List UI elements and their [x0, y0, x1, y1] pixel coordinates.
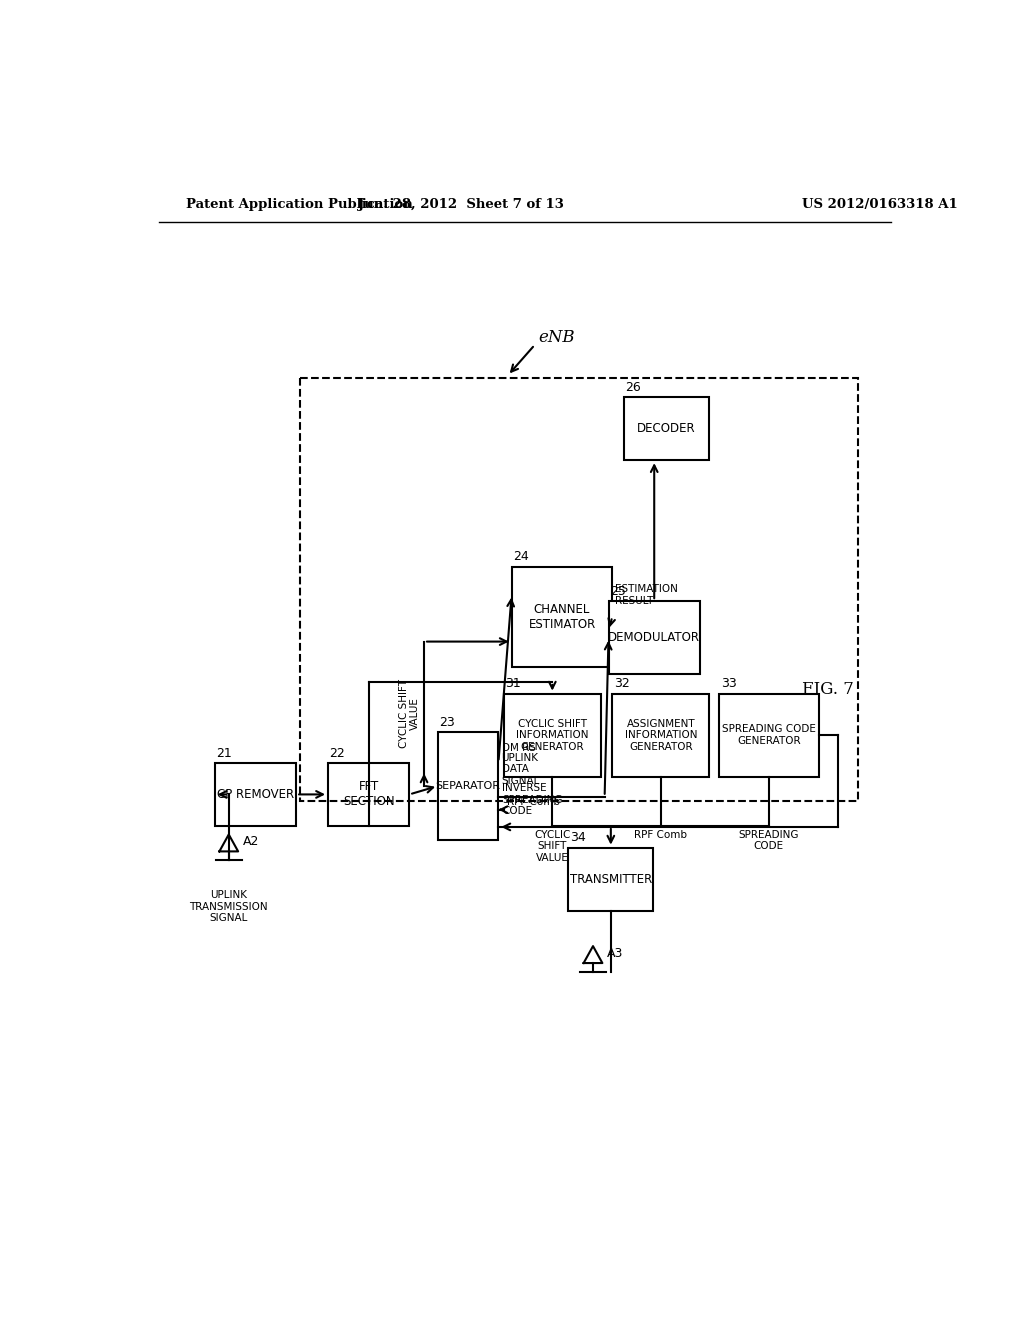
Bar: [438, 733, 499, 840]
Text: Jun. 28, 2012  Sheet 7 of 13: Jun. 28, 2012 Sheet 7 of 13: [358, 198, 564, 211]
Text: DM RS: DM RS: [502, 743, 536, 754]
Text: SPREADING
CODE: SPREADING CODE: [738, 830, 799, 851]
Text: 26: 26: [626, 381, 641, 393]
Text: RPF Comb: RPF Comb: [634, 830, 687, 840]
Text: 25: 25: [610, 585, 626, 598]
Bar: [719, 693, 818, 776]
Text: CP REMOVER: CP REMOVER: [217, 788, 294, 801]
Text: FFT
SECTION: FFT SECTION: [343, 780, 394, 808]
Text: 32: 32: [614, 677, 630, 690]
Text: UPLINK
TRANSMISSION
SIGNAL: UPLINK TRANSMISSION SIGNAL: [189, 890, 268, 923]
Text: 23: 23: [439, 715, 456, 729]
Text: A2: A2: [243, 836, 259, 849]
Text: 34: 34: [569, 832, 586, 845]
Text: TRANSMITTER: TRANSMITTER: [569, 873, 652, 886]
Text: CYCLIC
SHIFT
VALUE: CYCLIC SHIFT VALUE: [535, 830, 570, 863]
Text: 33: 33: [721, 677, 736, 690]
Text: US 2012/0163318 A1: US 2012/0163318 A1: [802, 198, 958, 211]
Text: ASSIGNMENT
INFORMATION
GENERATOR: ASSIGNMENT INFORMATION GENERATOR: [625, 718, 697, 751]
Bar: [504, 693, 601, 776]
Text: eNB: eNB: [539, 329, 575, 346]
Text: CYCLIC SHIFT
INFORMATION
GENERATOR: CYCLIC SHIFT INFORMATION GENERATOR: [516, 718, 589, 751]
Text: INVERSE
SPREADING
CODE: INVERSE SPREADING CODE: [503, 783, 563, 816]
Text: A3: A3: [607, 946, 624, 960]
Text: DEMODULATOR: DEMODULATOR: [608, 631, 700, 644]
Text: CHANNEL
ESTIMATOR: CHANNEL ESTIMATOR: [528, 602, 596, 631]
Bar: [612, 693, 710, 776]
Bar: [624, 397, 710, 461]
Bar: [300, 378, 858, 801]
Text: SEPARATOR: SEPARATOR: [436, 781, 501, 791]
Text: 31: 31: [506, 677, 521, 690]
Text: 24: 24: [513, 550, 529, 564]
Text: RPF Comb: RPF Comb: [507, 796, 560, 807]
Text: 21: 21: [216, 747, 232, 760]
Text: Patent Application Publication: Patent Application Publication: [186, 198, 413, 211]
Bar: [568, 847, 653, 911]
Text: SPREADING CODE
GENERATOR: SPREADING CODE GENERATOR: [722, 725, 816, 746]
Bar: [328, 763, 410, 826]
Text: 22: 22: [330, 747, 345, 760]
Text: UPLINK
DATA
SIGNAL: UPLINK DATA SIGNAL: [502, 752, 540, 785]
Text: DECODER: DECODER: [637, 422, 696, 436]
Bar: [608, 601, 700, 675]
Text: FIG. 7: FIG. 7: [802, 681, 854, 697]
Bar: [215, 763, 296, 826]
Text: CYCLIC SHIFT
VALUE: CYCLIC SHIFT VALUE: [398, 680, 420, 748]
Text: ESTIMATION
RESULT: ESTIMATION RESULT: [614, 585, 678, 606]
Bar: [512, 566, 612, 667]
